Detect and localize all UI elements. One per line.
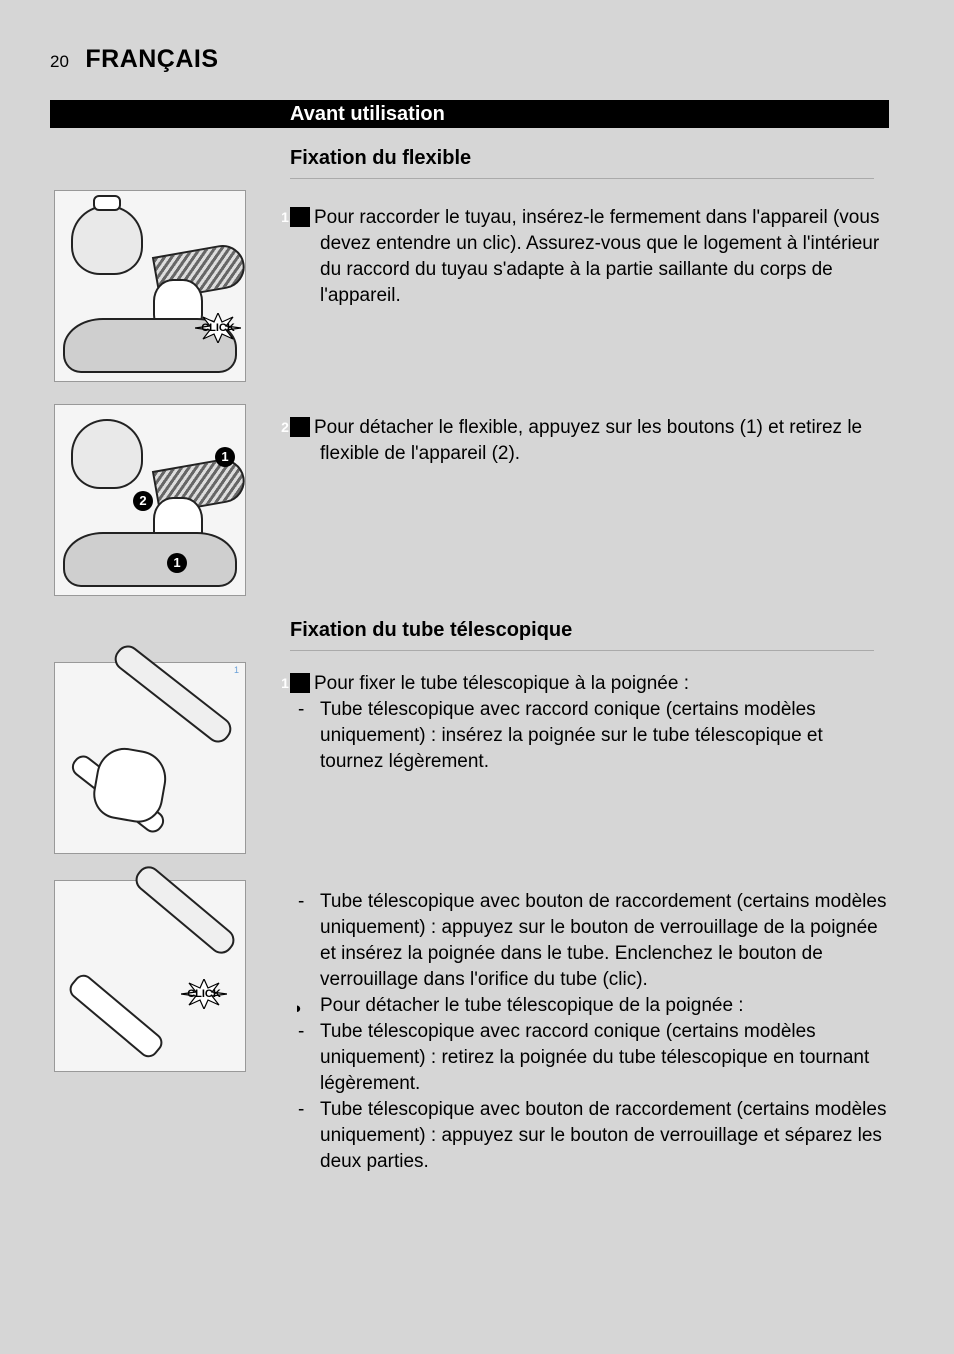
bullet-button-attach: Tube télescopique avec bouton de raccord… (290, 889, 889, 993)
step-text: Pour raccorder le tuyau, insérez-le ferm… (314, 207, 879, 306)
illustration-tube-click: CLICK (54, 880, 246, 1072)
bullet-detach-heading: Pour détacher le tube télescopique de la… (290, 993, 889, 1019)
page-number: 20 (50, 52, 69, 72)
illustration-attach-hose: CLICK (54, 190, 246, 382)
illustration-detach-hose: 1 2 1 (54, 404, 246, 596)
click-label: CLICK (201, 322, 235, 334)
step-attach-hose: 1Pour raccorder le tuyau, insérez-le fer… (290, 205, 889, 309)
click-icon: CLICK (195, 313, 241, 343)
page-header: 20 FRANÇAIS (50, 45, 219, 74)
step-number-badge: 1 (290, 207, 310, 227)
click-icon: CLICK (181, 979, 227, 1009)
callout-2: 2 (133, 491, 153, 511)
language-title: FRANÇAIS (85, 45, 218, 74)
step-tube-button: Tube télescopique avec bouton de raccord… (290, 889, 889, 1175)
subsection-title-hose: Fixation du flexible (290, 147, 874, 179)
manual-page: 20 FRANÇAIS Avant utilisation Fixation d… (0, 0, 954, 1354)
figure-number: 1 (234, 665, 239, 675)
illustration-attach-tube: 1 (54, 662, 246, 854)
bullet-button-detach: Tube télescopique avec bouton de raccord… (290, 1097, 889, 1175)
click-label: CLICK (187, 988, 221, 1000)
step-detach-hose: 2Pour détacher le flexible, appuyez sur … (290, 415, 889, 467)
bullet-conical-detach: Tube télescopique avec raccord conique (… (290, 1019, 889, 1097)
bullet-conical-attach: Tube télescopique avec raccord conique (… (290, 697, 889, 775)
step-number-badge: 1 (290, 673, 310, 693)
callout-1b: 1 (167, 553, 187, 573)
step-number-badge: 2 (290, 417, 310, 437)
step-text: Pour fixer le tube télescopique à la poi… (314, 673, 689, 694)
step-attach-tube: 1Pour fixer le tube télescopique à la po… (290, 671, 889, 775)
callout-1a: 1 (215, 447, 235, 467)
section-bar: Avant utilisation (50, 100, 889, 128)
step-text: Pour détacher le flexible, appuyez sur l… (314, 417, 862, 464)
subsection-title-tube: Fixation du tube télescopique (290, 619, 874, 651)
